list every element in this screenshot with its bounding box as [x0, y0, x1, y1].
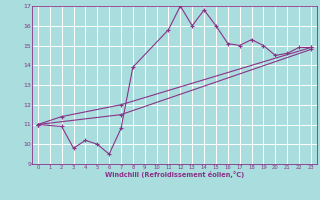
- X-axis label: Windchill (Refroidissement éolien,°C): Windchill (Refroidissement éolien,°C): [105, 171, 244, 178]
